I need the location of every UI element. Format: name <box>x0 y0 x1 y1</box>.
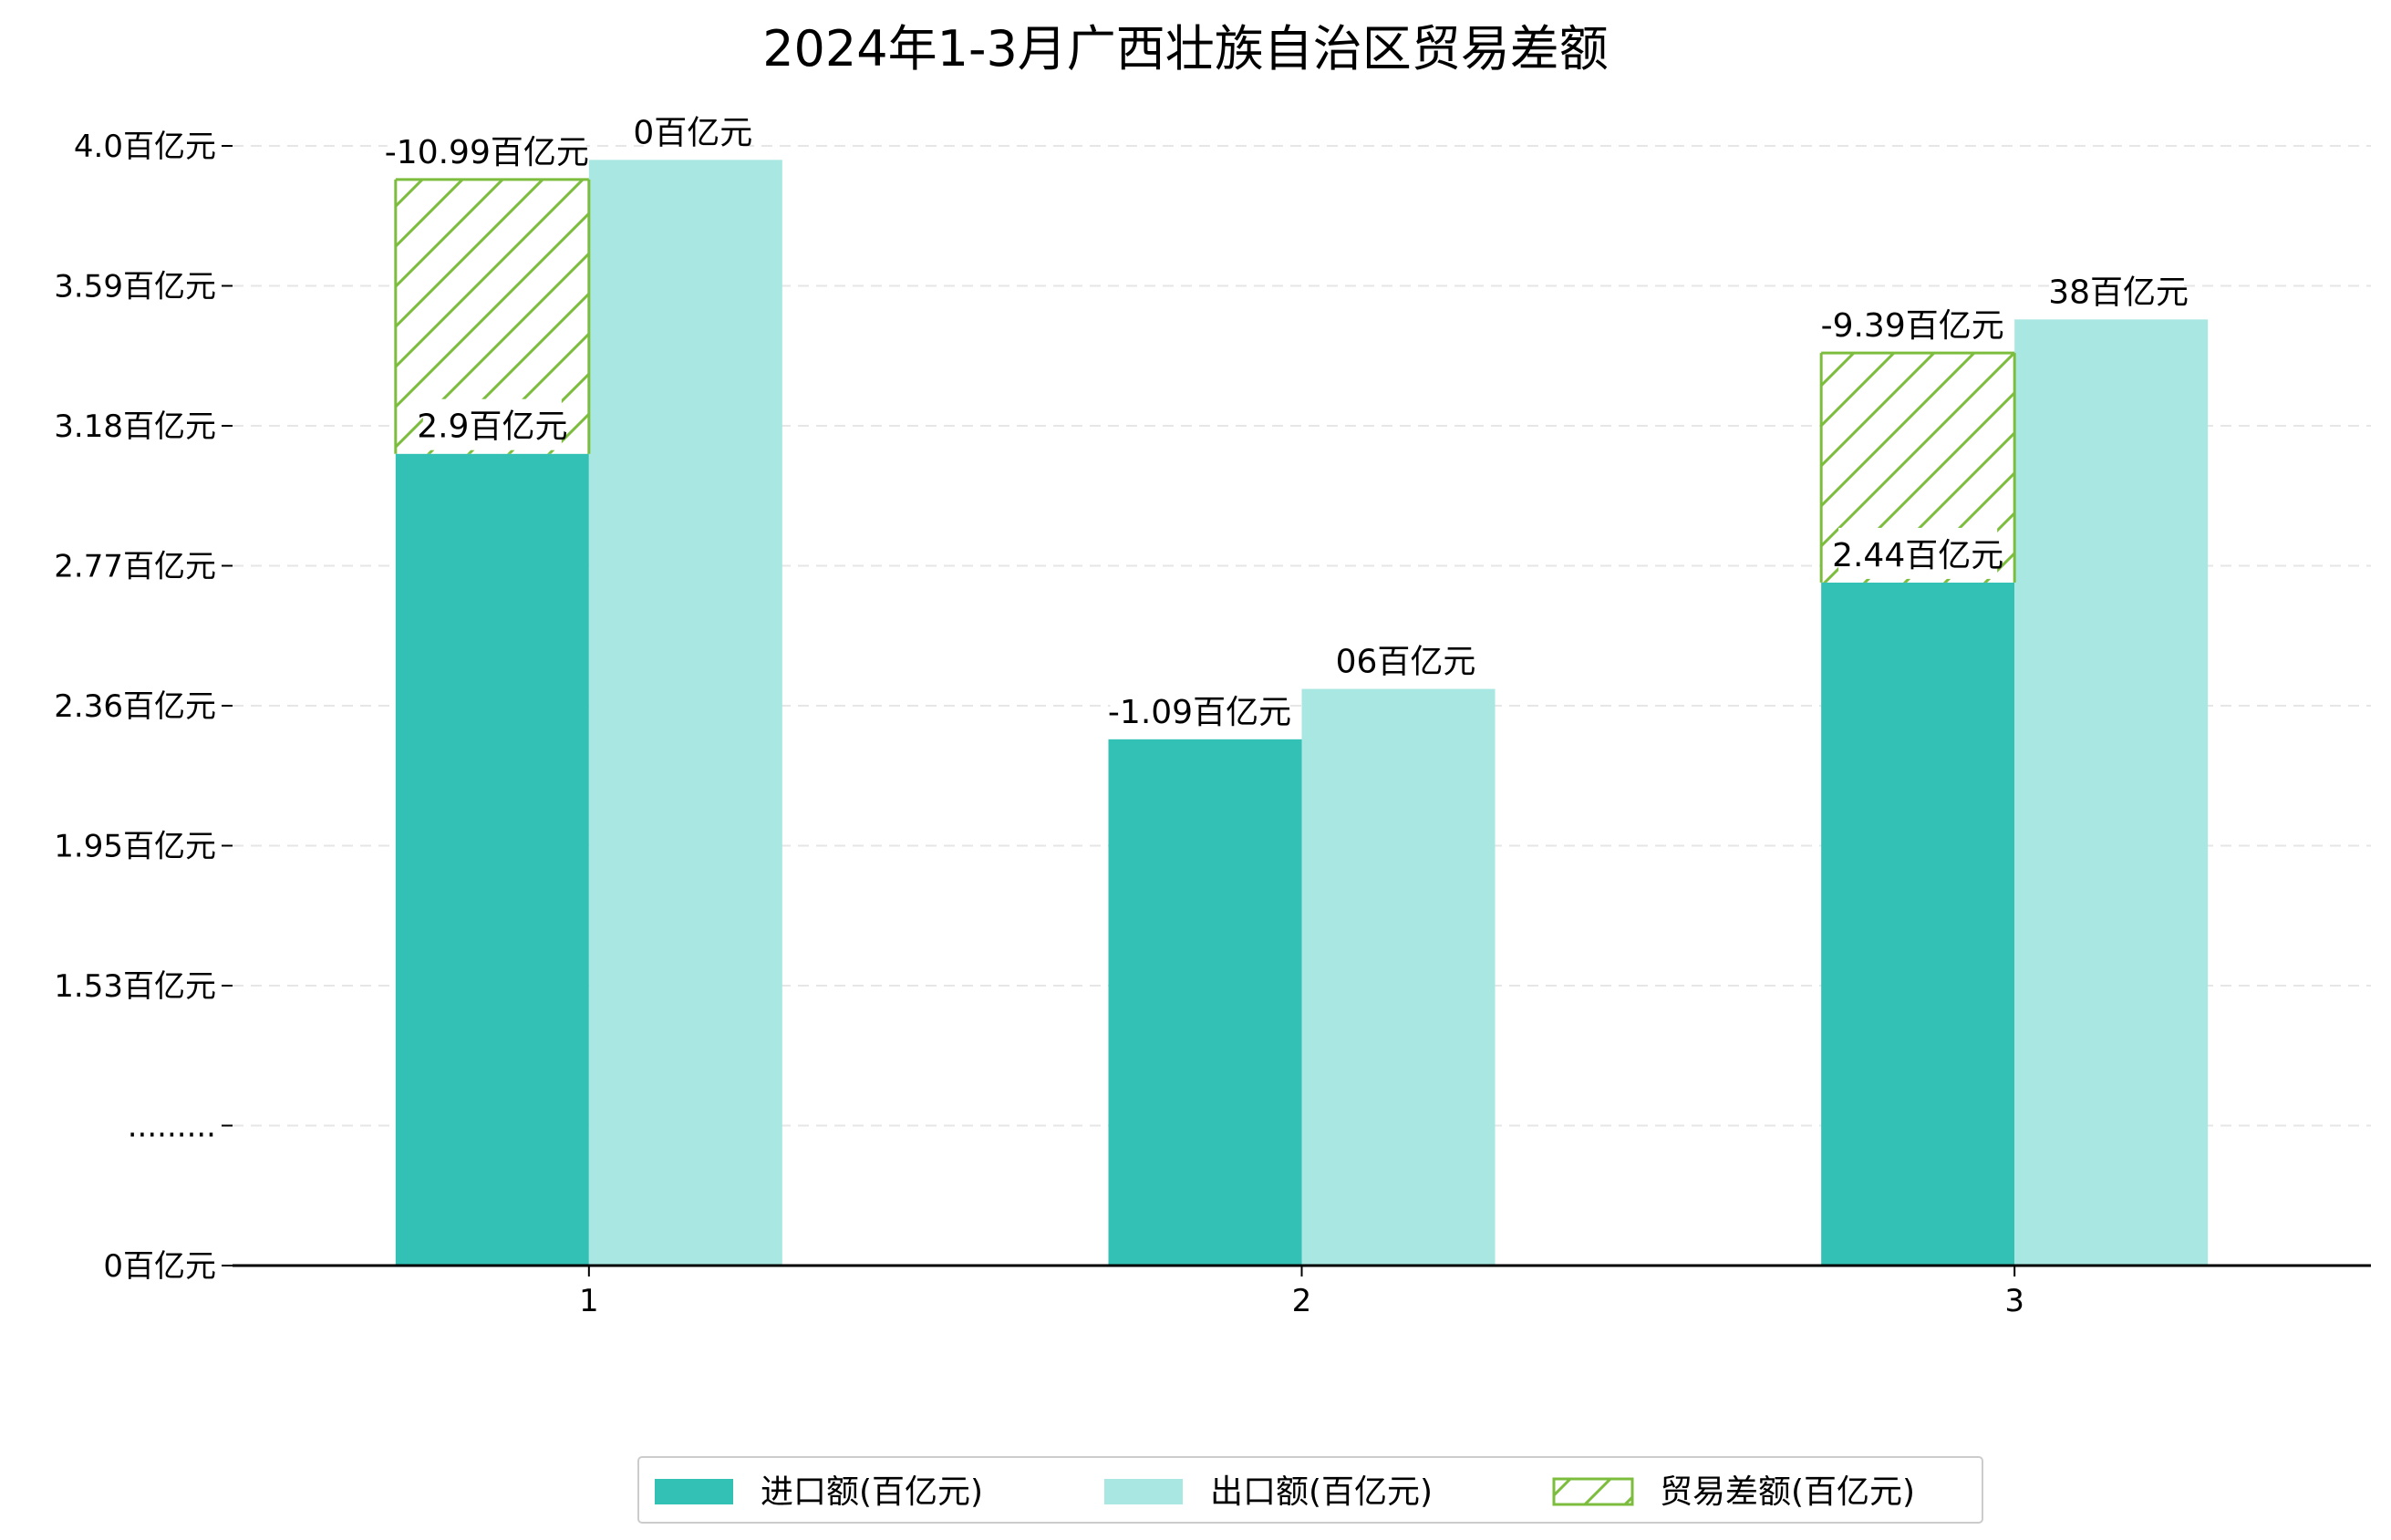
data-label-balance: -10.99百亿元 <box>385 134 589 171</box>
data-label-export: 0百亿元 <box>633 114 752 151</box>
data-label-export-bg <box>1346 634 1465 686</box>
data-label-balance: -1.09百亿元 <box>1108 694 1291 731</box>
legend-swatch-import <box>655 1479 733 1504</box>
data-label-export: 06百亿元 <box>1336 644 1476 681</box>
data-label-export-bg <box>2059 264 2179 316</box>
bars <box>394 160 2209 1266</box>
data-label-balance: -9.39百亿元 <box>1821 307 2004 345</box>
data-label-import-bg <box>422 398 562 450</box>
legend: 进口额(百亿元) 出口额(百亿元) 贸易差额(百亿元) <box>637 1456 1983 1524</box>
x-tick-label: 1 <box>579 1283 599 1319</box>
data-label-import: 2.44百亿元 <box>1832 537 2003 574</box>
data-label-import-bg <box>1838 527 1998 579</box>
legend-label-import: 进口额(百亿元) <box>761 1473 983 1511</box>
x-tick-label: 2 <box>1292 1283 1312 1319</box>
y-tick-label: 1.95百亿元 <box>54 829 216 865</box>
data-labels: 0百亿元 -10.99百亿元 2.9百亿元 06百亿元 -1.09百亿元 38百亿元 -9.… <box>385 105 2189 736</box>
y-tick-label: 4.0百亿元 <box>74 129 216 165</box>
data-label-import: 2.9百亿元 <box>417 408 567 446</box>
legend-label-balance: 贸易差额(百亿元) <box>1660 1473 1915 1511</box>
data-label-export-bg <box>643 105 742 157</box>
x-tick-label: 3 <box>2004 1283 2024 1319</box>
legend-label-export: 出口额(百亿元) <box>1210 1473 1433 1511</box>
data-label-export: 38百亿元 <box>2048 274 2189 311</box>
data-label-balance-bg <box>387 124 586 176</box>
bar-import <box>395 453 589 1266</box>
y-tick-label: 2.36百亿元 <box>54 688 216 725</box>
bar-export <box>588 160 782 1266</box>
bar-import <box>1821 582 2015 1266</box>
bar-import <box>1108 739 1302 1266</box>
axes: 0百亿元......... 1.53百亿元 1.95百亿元 2.36百亿元 2.77百亿… <box>54 129 2371 1319</box>
y-tick-label: 3.59百亿元 <box>54 269 216 305</box>
bar-export <box>2014 319 2209 1266</box>
y-tick-label: 0百亿元 <box>103 1248 216 1285</box>
chart-title: 2024年1-3月广西壮族自治区贸易差额 <box>762 20 1609 78</box>
bar-export <box>1301 688 1496 1266</box>
data-label-balance-bg <box>1823 298 2003 350</box>
y-tick-label: ......... <box>128 1109 216 1145</box>
y-tick-label: 2.77百亿元 <box>54 549 216 585</box>
y-tick-label: 3.18百亿元 <box>54 408 216 445</box>
y-tick-label: 1.53百亿元 <box>54 968 216 1005</box>
legend-swatch-balance <box>1552 1477 1634 1506</box>
legend-swatch-export <box>1104 1479 1183 1504</box>
data-label-balance-bg <box>1110 684 1289 736</box>
